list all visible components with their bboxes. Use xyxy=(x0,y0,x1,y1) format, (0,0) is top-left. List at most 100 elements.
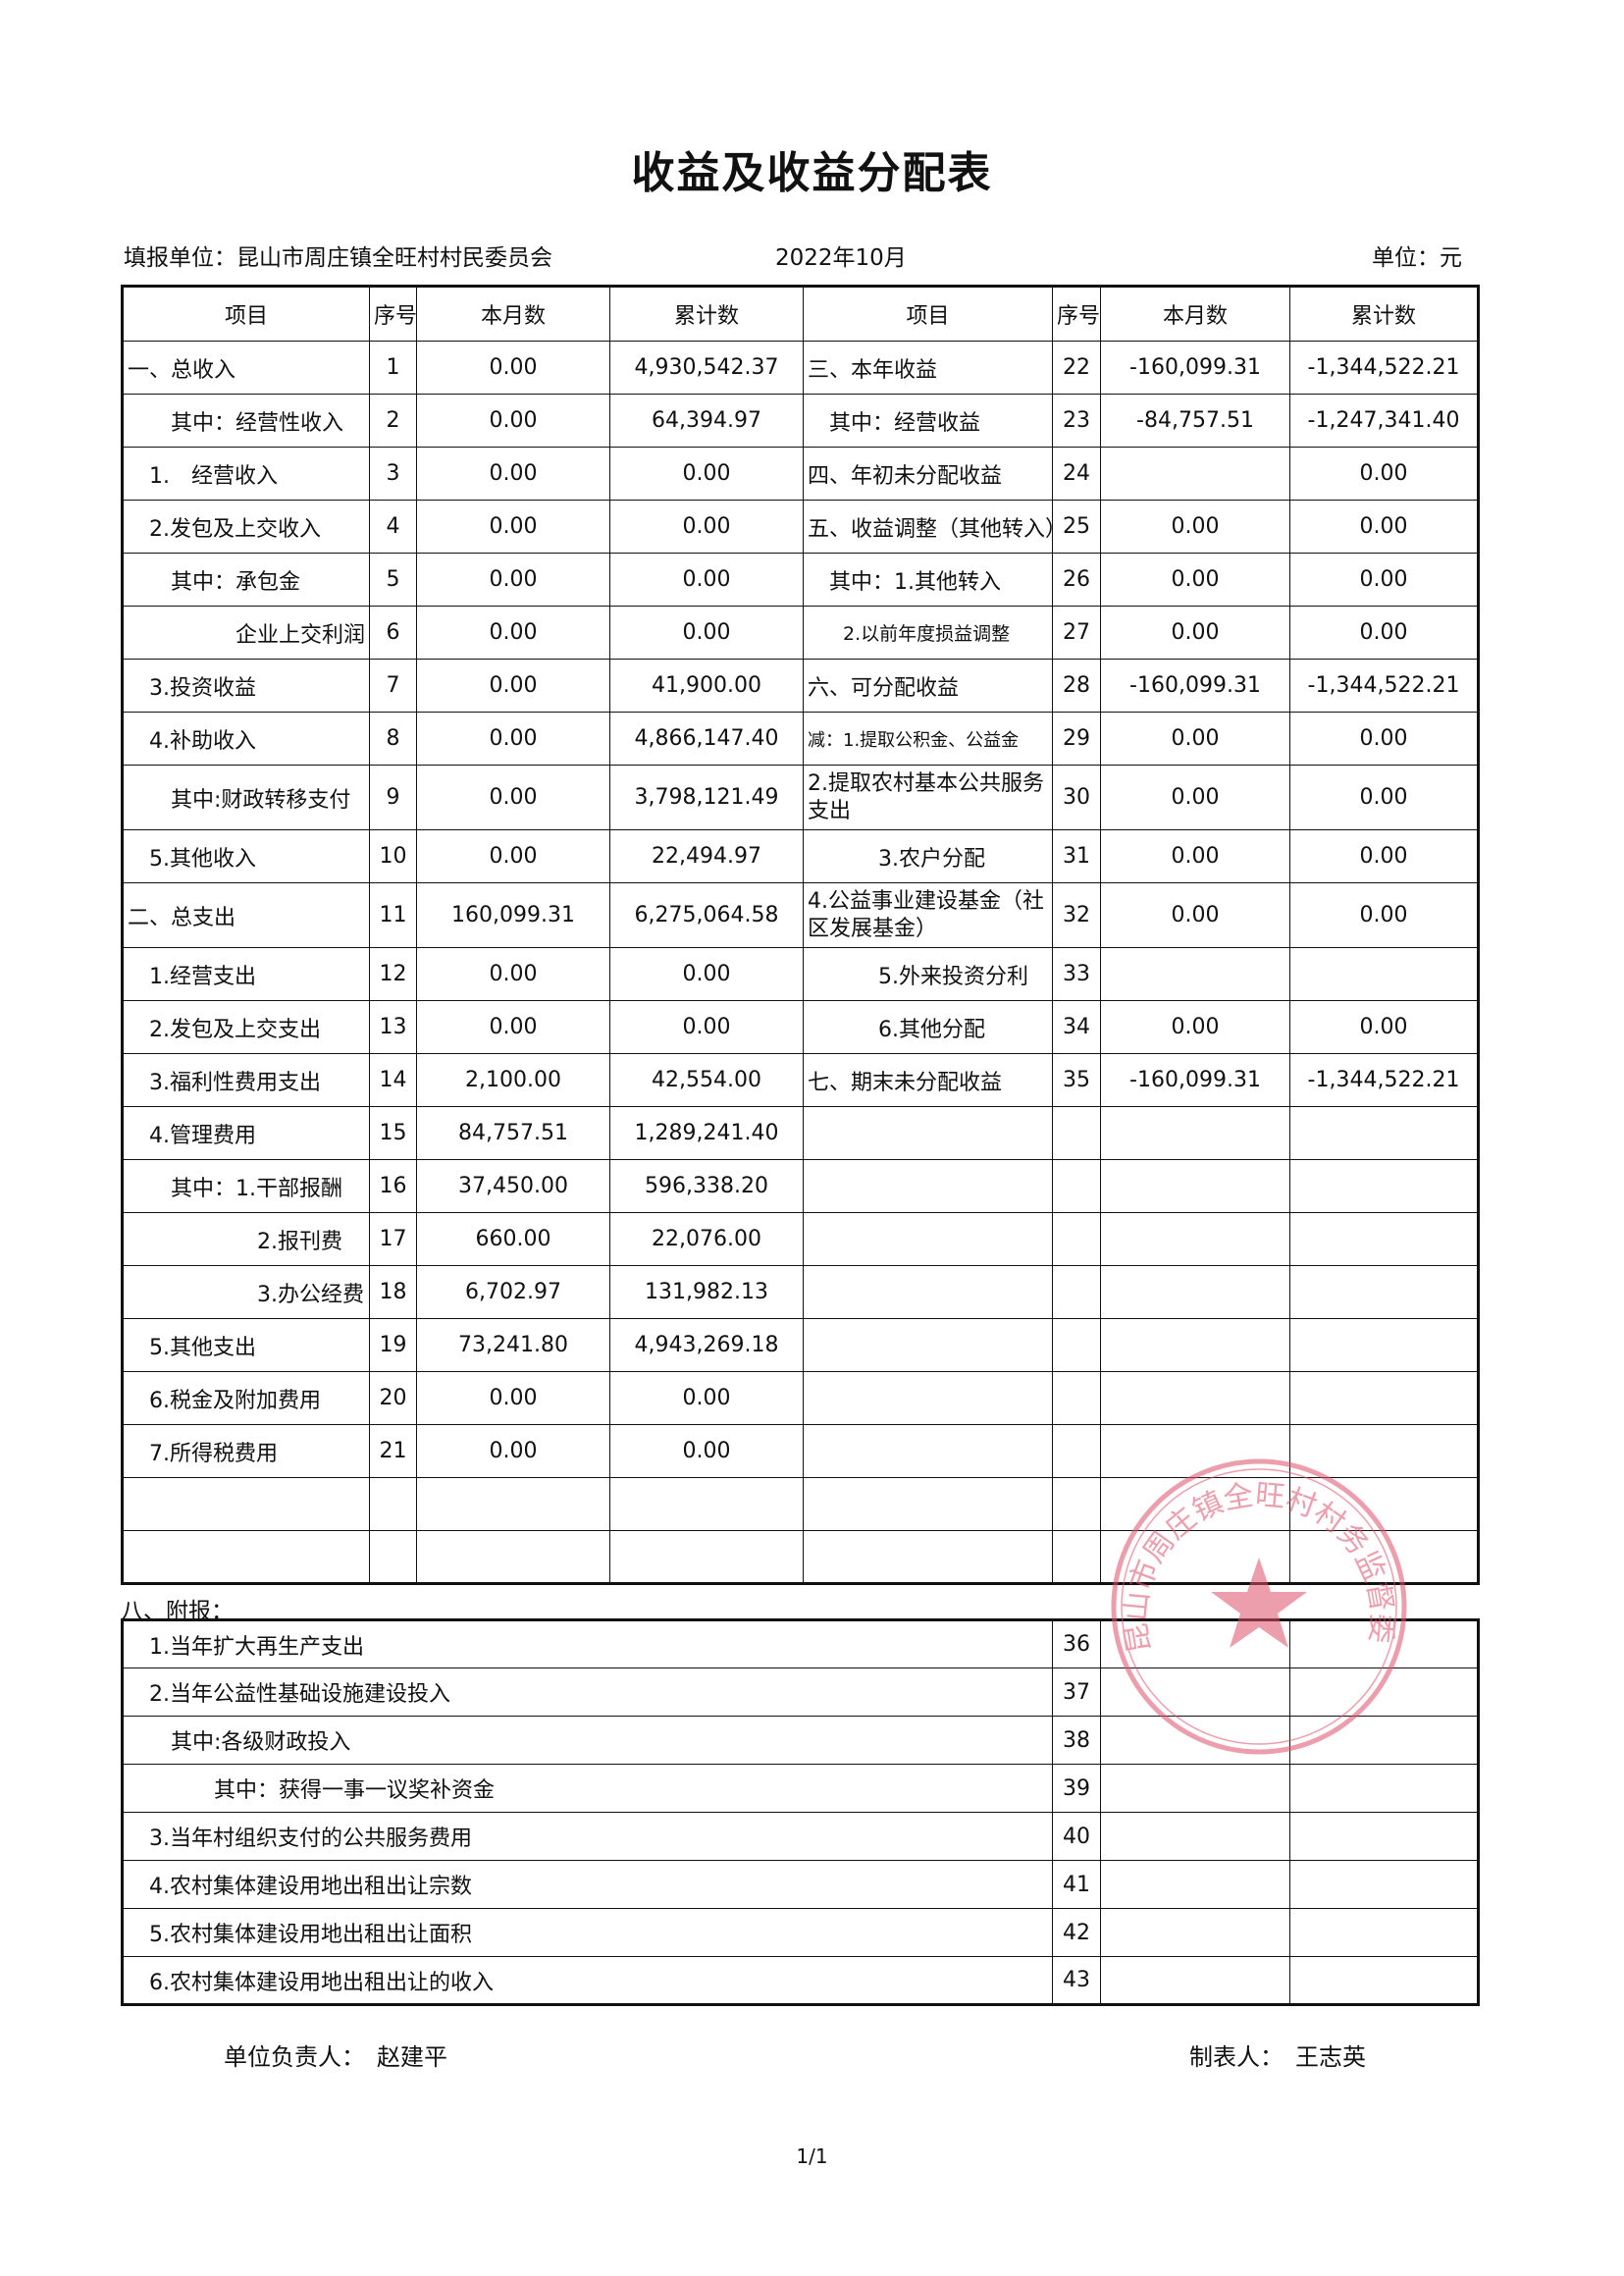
right-month xyxy=(1100,947,1290,1001)
left-cumulative: 3,798,121.49 xyxy=(609,765,804,830)
right-item: 6.其他分配 xyxy=(803,1000,1053,1054)
left-month: 0.00 xyxy=(416,712,610,766)
right-item xyxy=(803,1212,1053,1266)
right-month: -160,099.31 xyxy=(1100,1053,1290,1107)
left-month: 2,100.00 xyxy=(416,1053,610,1107)
right-item: 七、期末未分配收益 xyxy=(803,1053,1053,1107)
left-cumulative: 42,554.00 xyxy=(609,1053,804,1107)
annex-item: 6.农村集体建设用地出租出让的收入 xyxy=(122,1956,1053,2005)
left-no: 15 xyxy=(369,1106,417,1160)
left-cumulative: 0.00 xyxy=(609,1000,804,1054)
table-row: 2.发包及上交支出 13 0.00 0.00 6.其他分配 34 0.00 0.00 xyxy=(122,1000,1479,1054)
left-no: 18 xyxy=(369,1265,417,1319)
left-item: 2.发包及上交收入 xyxy=(122,500,370,554)
right-cumulative: 0.00 xyxy=(1289,1000,1479,1054)
left-month: 6,702.97 xyxy=(416,1265,610,1319)
left-item: 3.投资收益 xyxy=(122,659,370,713)
right-cumulative: -1,247,341.40 xyxy=(1289,394,1479,448)
report-period: 2022年10月 xyxy=(775,245,907,271)
table-row: 6.税金及附加费用 20 0.00 0.00 xyxy=(122,1371,1479,1425)
left-item: 2.发包及上交支出 xyxy=(122,1000,370,1054)
left-item: 其中:财政转移支付 xyxy=(122,765,370,830)
header-month: 本月数 xyxy=(1100,286,1290,342)
right-item xyxy=(803,1530,1053,1584)
annex-month xyxy=(1100,1908,1290,1957)
header-no: 序号 xyxy=(369,286,417,342)
right-cumulative: 0.00 xyxy=(1289,882,1479,948)
left-month: 37,450.00 xyxy=(416,1159,610,1213)
annex-month xyxy=(1100,1667,1290,1717)
left-no: 14 xyxy=(369,1053,417,1107)
left-cumulative: 4,930,542.37 xyxy=(609,341,804,395)
right-month: -160,099.31 xyxy=(1100,341,1290,395)
annex-table: 1.当年扩大再生产支出 36 2.当年公益性基础设施建设投入 37 其中:各级财政投… xyxy=(121,1618,1480,2006)
left-cumulative: 0.00 xyxy=(609,447,804,501)
right-item: 三、本年收益 xyxy=(803,341,1053,395)
table-row: 3.福利性费用支出 14 2,100.00 42,554.00 七、期末未分配收益 35-… xyxy=(122,1053,1479,1107)
right-month: 0.00 xyxy=(1100,553,1290,607)
left-item: 3.办公经费 xyxy=(122,1265,370,1319)
right-cumulative xyxy=(1289,1318,1479,1372)
annex-row: 其中：获得一事一议奖补资金 39 xyxy=(122,1764,1479,1813)
left-month: 0.00 xyxy=(416,341,610,395)
table-row: 2.发包及上交收入 4 0.00 0.00 五、收益调整（其他转入） 25 0.00 0.00 xyxy=(122,500,1479,554)
right-month: -160,099.31 xyxy=(1100,659,1290,713)
header-cumulative: 累计数 xyxy=(609,286,804,342)
annex-cumulative xyxy=(1289,1716,1479,1765)
annex-item: 3.当年村组织支付的公共服务费用 xyxy=(122,1812,1053,1861)
annex-row: 5.农村集体建设用地出租出让面积 42 xyxy=(122,1908,1479,1957)
right-no: 27 xyxy=(1052,606,1101,660)
right-cumulative: 0.00 xyxy=(1289,447,1479,501)
header-month: 本月数 xyxy=(416,286,610,342)
right-cumulative: 0.00 xyxy=(1289,500,1479,554)
right-no: 35 xyxy=(1052,1053,1101,1107)
annex-item: 4.农村集体建设用地出租出让宗数 xyxy=(122,1860,1053,1909)
right-no xyxy=(1052,1477,1101,1531)
right-item xyxy=(803,1106,1053,1160)
left-month: 0.00 xyxy=(416,829,610,883)
left-cumulative xyxy=(609,1477,804,1531)
left-month: 0.00 xyxy=(416,1371,610,1425)
right-item: 2.提取农村基本公共服务支出 xyxy=(803,765,1053,830)
table-row: 5.其他支出 19 73,241.80 4,943,269.18 xyxy=(122,1318,1479,1372)
table-row: 4.补助收入 8 0.00 4,866,147.40 减：1.提取公积金、公益金 29 0.… xyxy=(122,712,1479,766)
left-no: 13 xyxy=(369,1000,417,1054)
right-month: -84,757.51 xyxy=(1100,394,1290,448)
left-cumulative: 4,866,147.40 xyxy=(609,712,804,766)
left-no: 5 xyxy=(369,553,417,607)
annex-cumulative xyxy=(1289,1812,1479,1861)
left-item: 1. 经营收入 xyxy=(122,447,370,501)
left-no: 10 xyxy=(369,829,417,883)
left-cumulative: 0.00 xyxy=(609,947,804,1001)
table-row: 其中：承包金 5 0.00 0.00 其中：1.其他转入 26 0.00 0.00 xyxy=(122,553,1479,607)
left-item xyxy=(122,1530,370,1584)
left-item: 5.其他支出 xyxy=(122,1318,370,1372)
annex-item: 5.农村集体建设用地出租出让面积 xyxy=(122,1908,1053,1957)
right-month: 0.00 xyxy=(1100,829,1290,883)
left-item: 二、总支出 xyxy=(122,882,370,948)
left-month: 0.00 xyxy=(416,553,610,607)
right-no: 31 xyxy=(1052,829,1101,883)
right-month xyxy=(1100,1424,1290,1478)
left-month: 0.00 xyxy=(416,394,610,448)
table-row: 其中：经营性收入 2 0.00 64,394.97 其中：经营收益 23 -84,757.… xyxy=(122,394,1479,448)
annex-no: 36 xyxy=(1052,1619,1101,1668)
annex-month xyxy=(1100,1812,1290,1861)
left-item: 4.补助收入 xyxy=(122,712,370,766)
reporting-unit: 填报单位：昆山市周庄镇全旺村村民委员会 xyxy=(124,245,552,271)
table-row: 其中：1.干部报酬 16 37,450.00 596,338.20 xyxy=(122,1159,1479,1213)
right-item: 其中：经营收益 xyxy=(803,394,1053,448)
right-no: 33 xyxy=(1052,947,1101,1001)
table-row: 一、总收入 1 0.00 4,930,542.37 三、本年收益 22 -160,099.3… xyxy=(122,341,1479,395)
right-cumulative xyxy=(1289,1265,1479,1319)
right-no xyxy=(1052,1212,1101,1266)
right-cumulative: -1,344,522.21 xyxy=(1289,341,1479,395)
annex-item: 2.当年公益性基础设施建设投入 xyxy=(122,1667,1053,1717)
left-no: 17 xyxy=(369,1212,417,1266)
right-no: 26 xyxy=(1052,553,1101,607)
left-no xyxy=(369,1477,417,1531)
right-no xyxy=(1052,1106,1101,1160)
annex-month xyxy=(1100,1716,1290,1765)
left-no: 19 xyxy=(369,1318,417,1372)
right-no: 29 xyxy=(1052,712,1101,766)
